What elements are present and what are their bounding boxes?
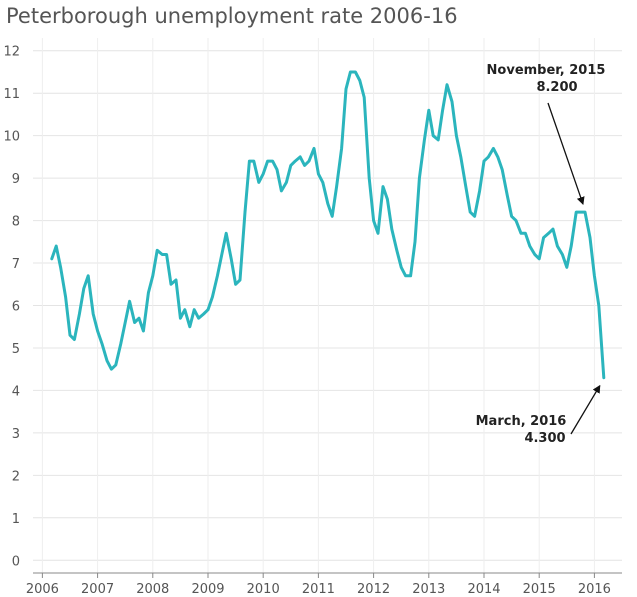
y-tick-label: 4 bbox=[12, 384, 20, 399]
y-tick-label: 5 bbox=[12, 342, 20, 357]
x-tick-label: 2009 bbox=[191, 582, 224, 597]
x-tick-label: 2012 bbox=[357, 582, 390, 597]
annotation-value: 8.200 bbox=[536, 80, 577, 95]
annotation-arrow bbox=[570, 384, 601, 435]
y-tick-label: 7 bbox=[12, 257, 20, 272]
x-tick-label: 2010 bbox=[247, 582, 280, 597]
x-tick-label: 2008 bbox=[136, 582, 169, 597]
series-line bbox=[50, 70, 606, 380]
x-tick-label: 2016 bbox=[578, 582, 611, 597]
grid bbox=[33, 38, 622, 573]
x-tick-label: 2015 bbox=[523, 582, 556, 597]
y-tick-label: 3 bbox=[12, 427, 20, 442]
x-tick-label: 2006 bbox=[26, 582, 59, 597]
x-tick-label: 2013 bbox=[412, 582, 445, 597]
y-tick-label: 12 bbox=[3, 45, 20, 60]
chart-title: Peterborough unemployment rate 2006-16 bbox=[6, 4, 458, 28]
y-tick-label: 10 bbox=[3, 130, 20, 145]
annotation-value: 4.300 bbox=[524, 431, 565, 446]
annotations: November, 2015 8.200 March, 2016 4.300 bbox=[476, 63, 606, 446]
annotation-arrow bbox=[547, 102, 585, 206]
y-tick-label: 9 bbox=[12, 172, 20, 187]
x-tick-label: 2014 bbox=[467, 582, 500, 597]
annotation-label: November, 2015 bbox=[487, 63, 606, 78]
x-tick-label: 2007 bbox=[81, 582, 114, 597]
y-tick-label: 2 bbox=[12, 469, 20, 484]
y-tick-label: 8 bbox=[12, 215, 20, 230]
series bbox=[50, 70, 606, 380]
annotation-label: March, 2016 bbox=[476, 414, 567, 429]
y-tick-label: 6 bbox=[12, 300, 20, 315]
y-tick-label: 1 bbox=[12, 512, 20, 527]
y-tick-label: 0 bbox=[12, 554, 20, 569]
x-tick-label: 2011 bbox=[302, 582, 335, 597]
y-tick-label: 11 bbox=[3, 87, 20, 102]
